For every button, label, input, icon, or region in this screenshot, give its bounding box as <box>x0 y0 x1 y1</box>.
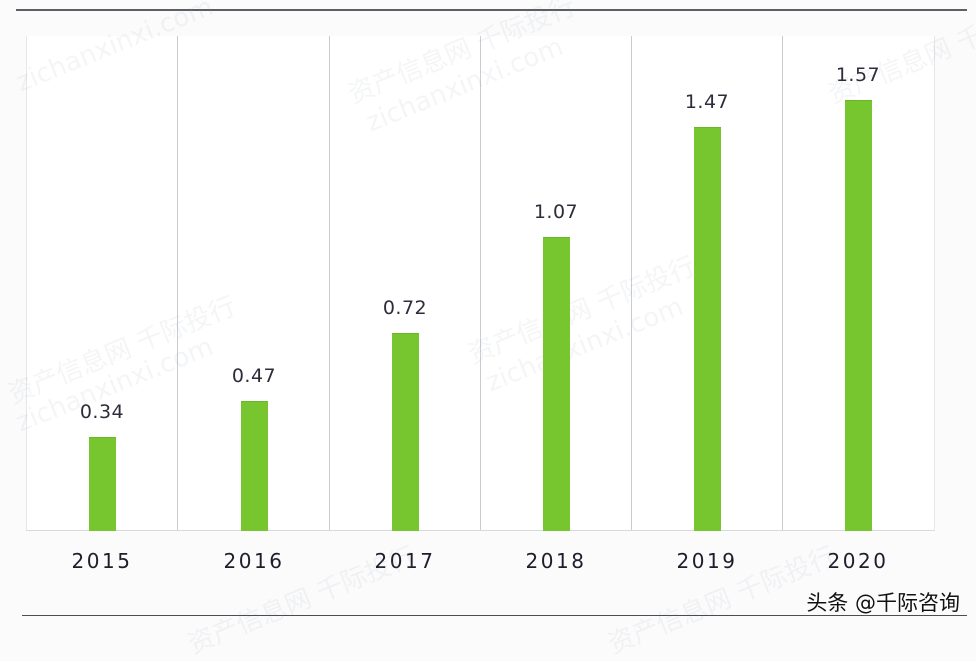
grid-line <box>782 36 783 530</box>
source-credit: 头条 @千际咨询 <box>806 591 960 615</box>
bar <box>241 401 268 531</box>
grid-line <box>631 36 632 530</box>
data-label: 1.47 <box>684 91 730 113</box>
x-tick-label: 2015 <box>71 549 133 573</box>
data-label: 1.07 <box>533 201 579 223</box>
bar <box>694 127 721 531</box>
x-tick-label: 2020 <box>827 549 889 573</box>
data-label: 0.47 <box>231 365 277 387</box>
bar <box>392 333 419 531</box>
data-label: 1.57 <box>835 64 881 86</box>
bar <box>543 237 570 531</box>
data-label: 0.34 <box>79 401 125 423</box>
bar <box>89 437 116 531</box>
x-tick-label: 2019 <box>676 549 738 573</box>
plot-area <box>26 36 935 531</box>
bottom-rule <box>22 615 967 616</box>
grid-line <box>480 36 481 530</box>
x-tick-label: 2016 <box>223 549 285 573</box>
grid-line <box>329 36 330 530</box>
top-rule <box>16 9 967 11</box>
x-tick-label: 2018 <box>525 549 587 573</box>
data-label: 0.72 <box>382 297 428 319</box>
grid-line <box>177 36 178 530</box>
x-tick-label: 2017 <box>374 549 436 573</box>
bar <box>845 100 872 531</box>
